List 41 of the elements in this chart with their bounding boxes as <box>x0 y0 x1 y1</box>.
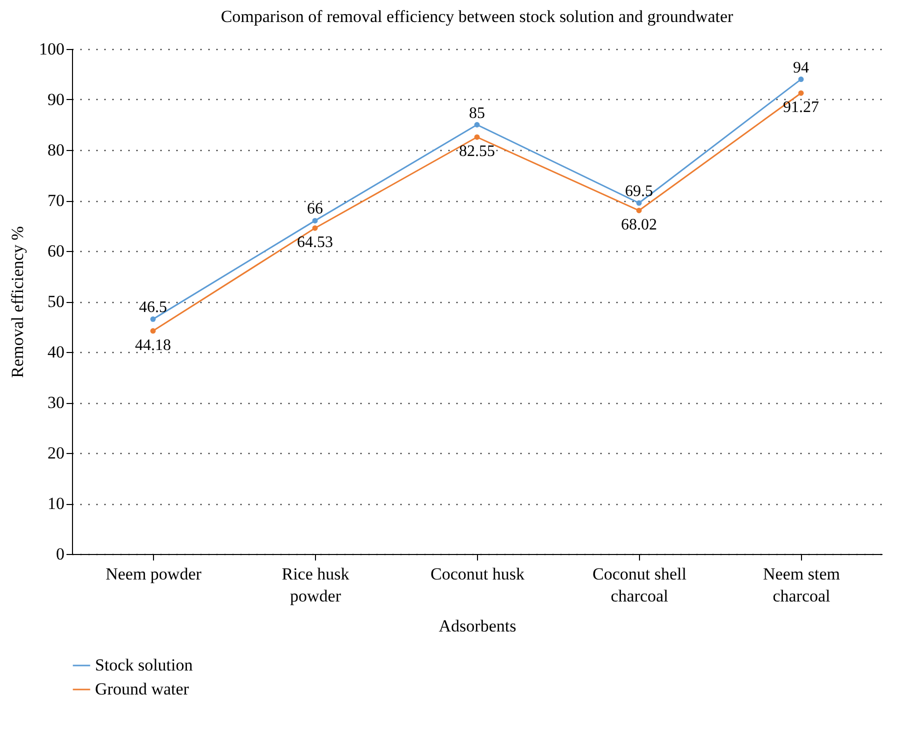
point <box>474 122 480 128</box>
data-label: 64.53 <box>297 234 333 252</box>
legend-label: Ground water <box>95 680 190 698</box>
data-label: 94 <box>793 59 809 76</box>
legend-label: Stock solution <box>95 656 194 674</box>
data-label: 85 <box>469 104 485 122</box>
data-label: 46.5 <box>139 299 167 316</box>
y-tick-label: 70 <box>48 191 64 210</box>
y-tick-label: 100 <box>39 40 64 58</box>
point <box>636 200 642 206</box>
chart-title: Comparison of removal efficiency between stock solution and groundwater <box>220 7 734 26</box>
y-tick-label: 50 <box>48 292 64 311</box>
x-axis-title: Adsorbents <box>438 616 516 636</box>
point <box>798 76 804 82</box>
data-label: 82.55 <box>459 143 495 160</box>
y-tick-label: 40 <box>48 342 64 362</box>
point <box>474 134 480 140</box>
data-label: 68.02 <box>621 216 657 234</box>
data-label: 91.27 <box>783 99 819 116</box>
y-tick-label: 60 <box>48 242 64 260</box>
data-label: 69.5 <box>625 183 653 200</box>
y-tick-label: 0 <box>56 544 64 564</box>
point <box>636 208 642 214</box>
data-label: 44.18 <box>135 336 171 354</box>
x-tick-label: Coconut husk <box>430 564 525 584</box>
x-tick-label: Neem stem charcoal <box>763 564 840 606</box>
x-tick-label: Coconut shell charcoal <box>592 564 687 606</box>
point <box>798 90 804 96</box>
data-label: 66 <box>307 200 323 218</box>
y-tick-label: 80 <box>48 140 64 160</box>
x-tick-label: Neem powder <box>106 564 202 584</box>
point <box>150 316 156 322</box>
y-tick-label: 30 <box>48 393 64 412</box>
y-tick-label: 20 <box>48 444 64 462</box>
x-tick-label: Rice husk powder <box>282 564 350 606</box>
y-tick-label: 90 <box>48 90 64 109</box>
y-axis-title: Removal efficiency % <box>8 226 27 378</box>
point <box>312 225 318 231</box>
point <box>312 218 318 224</box>
point <box>150 328 156 334</box>
y-tick-label: 10 <box>48 494 64 513</box>
